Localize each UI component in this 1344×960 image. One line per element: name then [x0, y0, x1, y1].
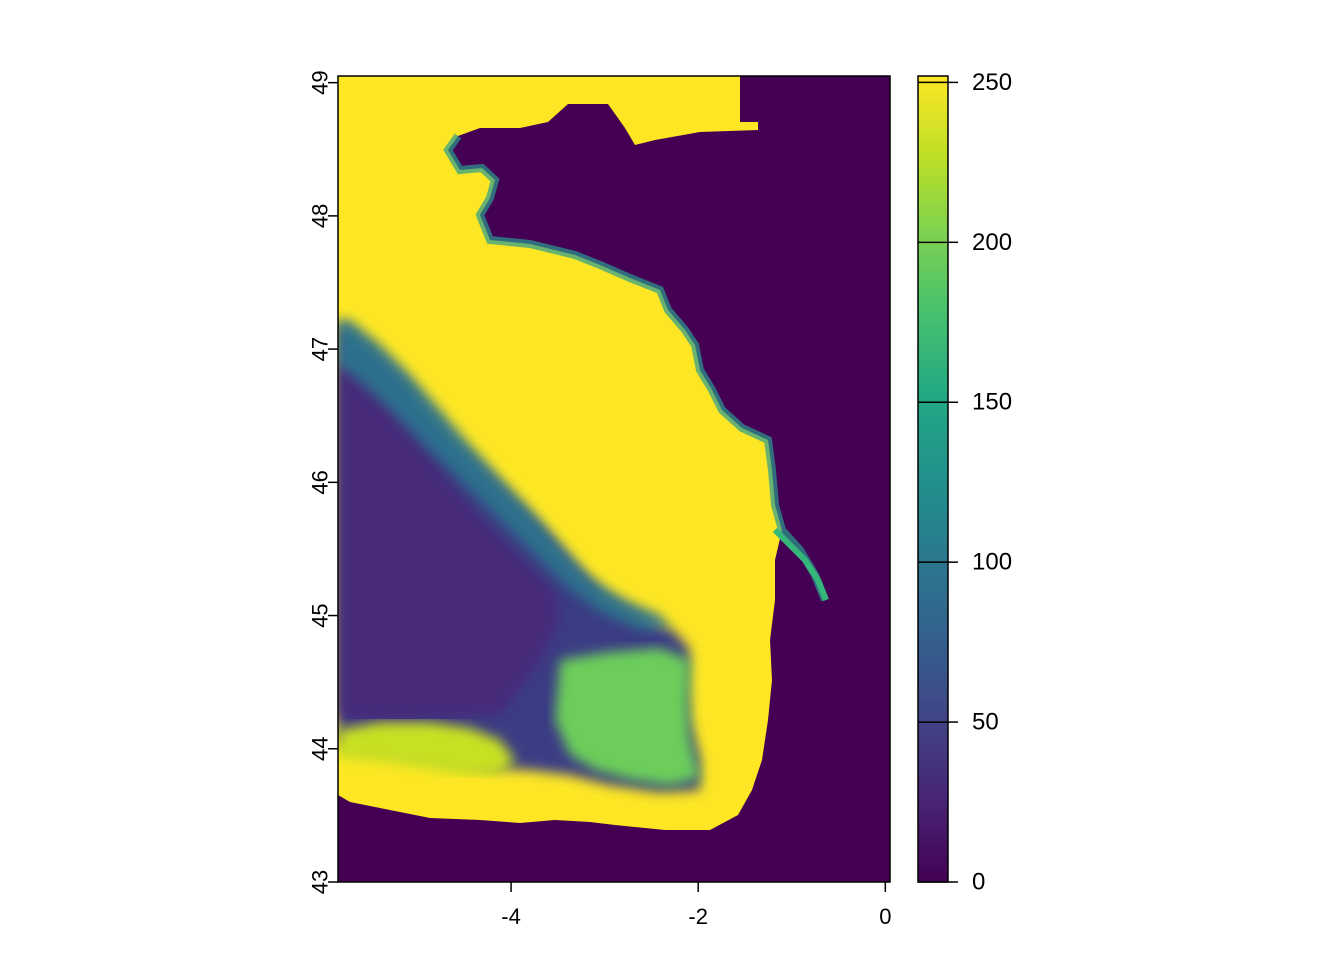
colorbar-ramp — [917, 75, 949, 883]
y-tick-label: 48 — [308, 204, 333, 228]
plot-frame — [337, 75, 891, 883]
gironde-estuary — [772, 527, 829, 602]
x-tick-label: -4 — [501, 904, 521, 929]
colorbar-tick-label: 250 — [972, 69, 1012, 96]
colorbar-tick-label: 0 — [972, 869, 985, 896]
y-tick-label: 49 — [308, 70, 333, 94]
abyssal-region — [338, 360, 560, 720]
x-axis: -4 -2 0 — [501, 882, 891, 929]
colorbar-tick-label: 200 — [972, 229, 1012, 256]
southern-shelf-strip — [338, 722, 515, 775]
slope-band — [338, 320, 670, 630]
iberian-land-region — [338, 782, 890, 882]
y-tick-label: 44 — [308, 737, 333, 761]
x-tick-label: 0 — [879, 904, 891, 929]
x-tick-label: -2 — [688, 904, 708, 929]
colorbar-tick-label: 150 — [972, 389, 1012, 416]
colorbar: 0 50 100 150 200 250 — [917, 69, 1012, 896]
y-tick-label: 45 — [308, 603, 333, 627]
y-tick-label: 47 — [308, 337, 333, 361]
colorbar-tick-label: 50 — [972, 709, 999, 736]
coastal-fringe — [443, 133, 829, 602]
colorbar-tick-label: 100 — [972, 549, 1012, 576]
y-axis: 43 44 45 46 47 48 49 — [308, 70, 338, 894]
y-tick-label: 43 — [308, 870, 333, 894]
y-tick-label: 46 — [308, 470, 333, 494]
landes-plateau-region — [555, 648, 700, 786]
raster-field — [338, 76, 890, 882]
